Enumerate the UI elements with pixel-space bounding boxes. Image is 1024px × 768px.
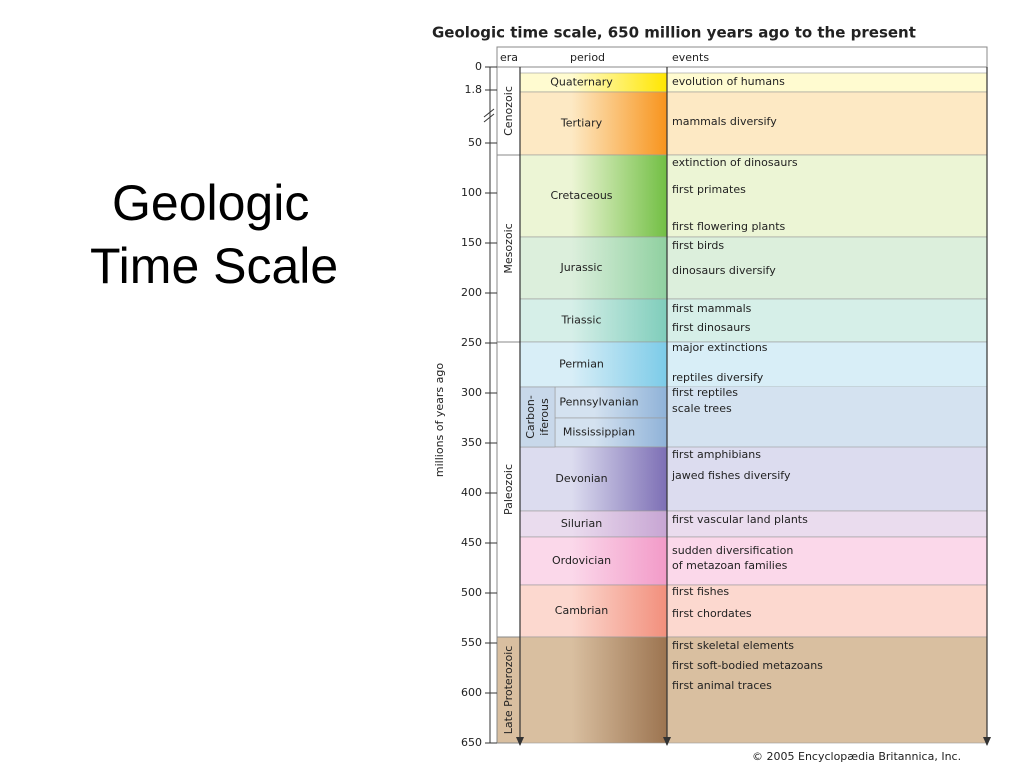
- period-cell: [519, 510, 668, 538]
- period-cell: [519, 298, 668, 343]
- header-period: period: [570, 51, 605, 64]
- period-cell: [519, 446, 668, 512]
- events-cell: [666, 91, 988, 156]
- event-text: first soft-bodied metazoans: [672, 659, 823, 672]
- carboniferous-label: iferous: [538, 398, 551, 436]
- event-text: extinction of dinosaurs: [672, 156, 798, 169]
- era-name: Late Proterozoic: [502, 646, 515, 735]
- period-name: Cambrian: [555, 604, 608, 617]
- period-cell: [519, 536, 668, 586]
- tick-label: 0: [475, 60, 482, 73]
- carboniferous-cell: [519, 386, 556, 448]
- event-text: first chordates: [672, 607, 752, 620]
- period-name: Cretaceous: [550, 189, 612, 202]
- tick-label: 550: [461, 636, 482, 649]
- tick-label: 100: [461, 186, 482, 199]
- event-text: of metazoan families: [672, 559, 788, 572]
- event-text: reptiles diversify: [672, 371, 764, 384]
- period-name: Triassic: [561, 314, 602, 327]
- tick-label: 250: [461, 336, 482, 349]
- period-name: Devonian: [555, 472, 607, 485]
- era-name: Paleozoic: [502, 464, 515, 515]
- figure-title: Geologic time scale, 650 million years a…: [432, 24, 916, 42]
- event-text: first primates: [672, 183, 746, 196]
- event-text: scale trees: [672, 402, 732, 415]
- events-cell: [667, 387, 987, 418]
- tick-label: 600: [461, 686, 482, 699]
- era-name: Mesozoic: [502, 223, 515, 273]
- period-name: Mississippian: [563, 426, 635, 439]
- tick-label: 300: [461, 386, 482, 399]
- tick-label: 200: [461, 286, 482, 299]
- tick-label: 650: [461, 736, 482, 749]
- event-text: first amphibians: [672, 448, 761, 461]
- event-text: first vascular land plants: [672, 513, 808, 526]
- period-name: Ordovician: [552, 554, 611, 567]
- period-name: Pennsylvanian: [559, 396, 638, 409]
- tick-label: 450: [461, 536, 482, 549]
- axis-label: millions of years ago: [433, 363, 446, 477]
- event-text: major extinctions: [672, 341, 768, 354]
- period-name: Quaternary: [550, 76, 613, 89]
- period-name: Permian: [559, 358, 604, 371]
- era-name: Cenozoic: [502, 86, 515, 136]
- events-cell: [666, 446, 988, 512]
- period-name: Jurassic: [559, 261, 602, 274]
- period-cell: [554, 417, 668, 448]
- arrow-head: [516, 737, 524, 746]
- event-text: first dinosaurs: [672, 321, 751, 334]
- events-cell: [666, 536, 988, 586]
- tick-label: 350: [461, 436, 482, 449]
- period-cell: [519, 584, 668, 638]
- tick-label: 500: [461, 586, 482, 599]
- events-cell: [666, 510, 988, 538]
- period-cell: [519, 236, 668, 300]
- tick-label: 50: [468, 136, 482, 149]
- arrow-head: [663, 737, 671, 746]
- event-text: first birds: [672, 239, 724, 252]
- event-text: first flowering plants: [672, 220, 786, 233]
- events-cell: [666, 636, 988, 744]
- tick-label: 1.8: [465, 83, 483, 96]
- period-cell: [519, 341, 668, 388]
- period-name: Tertiary: [560, 117, 603, 130]
- header-events: events: [672, 51, 709, 64]
- event-text: mammals diversify: [672, 115, 777, 128]
- period-name: Silurian: [561, 517, 602, 530]
- slide-title-line: Time Scale: [90, 238, 338, 294]
- events-cell: [667, 418, 987, 447]
- slide-title-line: Geologic: [112, 175, 309, 231]
- period-cell: [519, 636, 668, 744]
- period-cell: [519, 91, 668, 156]
- events-cell: [666, 154, 988, 238]
- event-text: first reptiles: [672, 386, 738, 399]
- event-text: jawed fishes diversify: [671, 469, 791, 482]
- tick-label: 400: [461, 486, 482, 499]
- event-text: sudden diversification: [672, 544, 793, 557]
- event-text: first skeletal elements: [672, 639, 794, 652]
- credit: © 2005 Encyclopædia Britannica, Inc.: [752, 750, 961, 763]
- header-box: [496, 46, 988, 68]
- period-cell: [519, 154, 668, 238]
- header-era: era: [500, 51, 518, 64]
- period-cell: [554, 386, 668, 419]
- carboniferous-label: Carbon-: [524, 395, 537, 439]
- event-text: first animal traces: [672, 679, 772, 692]
- event-text: first mammals: [672, 302, 752, 315]
- figure: era period events Quaternary evolution of hu…: [433, 46, 991, 763]
- events-cell: [666, 298, 988, 343]
- event-text: first fishes: [672, 585, 729, 598]
- tick-label: 150: [461, 236, 482, 249]
- event-text: evolution of humans: [672, 75, 785, 88]
- arrow-head: [983, 737, 991, 746]
- event-text: dinosaurs diversify: [672, 264, 776, 277]
- scale-break: [483, 108, 495, 123]
- events-cell: [666, 341, 988, 388]
